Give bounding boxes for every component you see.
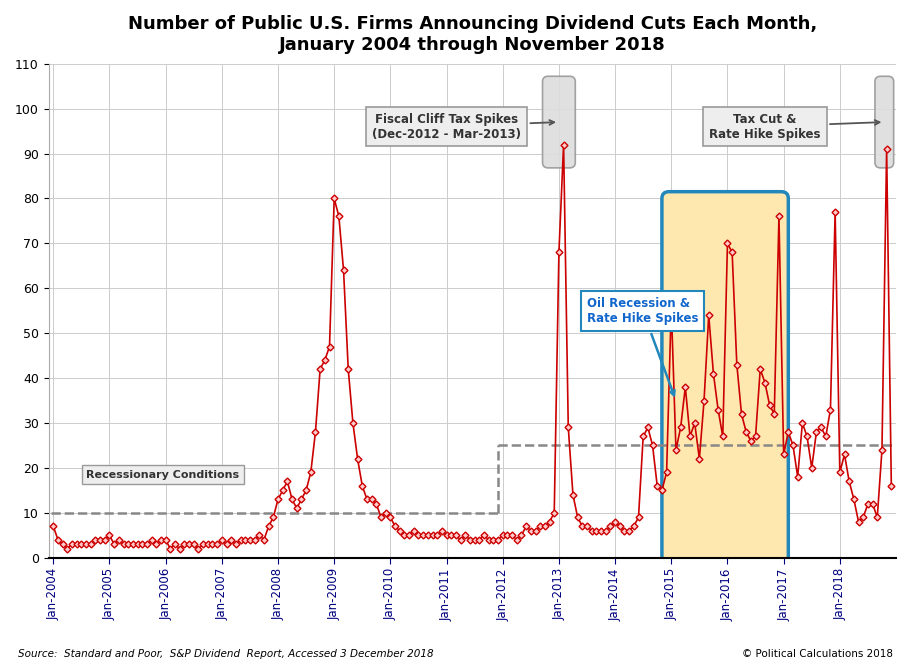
FancyBboxPatch shape xyxy=(662,192,788,565)
FancyBboxPatch shape xyxy=(875,76,894,168)
Text: Recessionary Conditions: Recessionary Conditions xyxy=(86,469,240,480)
Text: Source:  Standard and Poor,  S&P Dividend  Report, Accessed 3 December 2018: Source: Standard and Poor, S&P Dividend … xyxy=(18,649,434,659)
FancyBboxPatch shape xyxy=(543,76,576,168)
Title: Number of Public U.S. Firms Announcing Dividend Cuts Each Month,
January 2004 th: Number of Public U.S. Firms Announcing D… xyxy=(128,15,817,54)
Text: Oil Recession &
Rate Hike Spikes: Oil Recession & Rate Hike Spikes xyxy=(587,297,699,395)
Text: Fiscal Cliff Tax Spikes
(Dec-2012 - Mar-2013): Fiscal Cliff Tax Spikes (Dec-2012 - Mar-… xyxy=(372,113,554,140)
Text: Tax Cut &
Rate Hike Spikes: Tax Cut & Rate Hike Spikes xyxy=(709,113,879,140)
Text: © Political Calculations 2018: © Political Calculations 2018 xyxy=(742,649,893,659)
